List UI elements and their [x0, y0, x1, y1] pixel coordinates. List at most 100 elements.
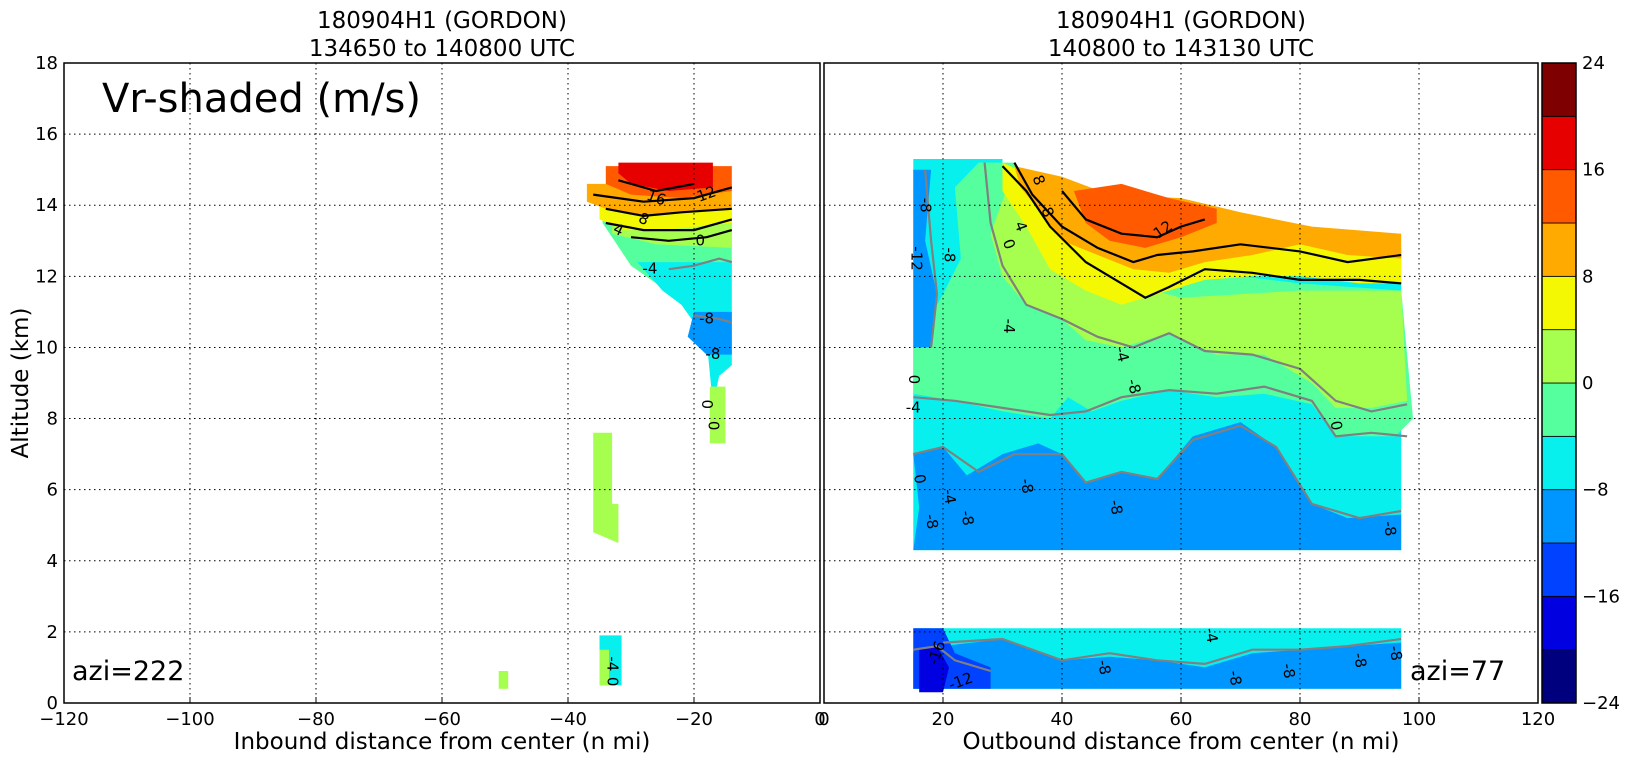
- x-tick-label: 120: [1521, 709, 1555, 730]
- right-contour-4: [1001, 165, 1402, 299]
- left-contour-minus4: [668, 257, 733, 271]
- y-tick-label: 14: [35, 195, 58, 216]
- y-tick-label: 16: [35, 124, 58, 145]
- colorbar-cell: [1541, 649, 1577, 704]
- x-tick-label: −120: [39, 709, 88, 730]
- colorbar-cell: [1541, 62, 1577, 117]
- right-band-12-16: [1073, 183, 1217, 248]
- y-tick-label: 4: [47, 551, 58, 572]
- colorbar-cell: [1541, 542, 1577, 597]
- left-band-minus8-minus4: [637, 262, 732, 405]
- contour-label: -4: [1000, 319, 1018, 334]
- left-contour-8: [605, 207, 732, 218]
- x-tick-label: 100: [1402, 709, 1436, 730]
- contour-label: -4: [1111, 345, 1132, 364]
- contour-label: -8: [1123, 377, 1144, 396]
- contour-label: -8: [699, 310, 714, 328]
- y-tick-label: 12: [35, 266, 58, 287]
- x-tick-label: 20: [932, 709, 955, 730]
- contour-label: -8: [1278, 662, 1298, 680]
- right-contour-lines: [913, 162, 1408, 673]
- right-contour-minus8-upper: [913, 385, 1408, 438]
- contour-label: -4: [1201, 626, 1221, 644]
- left-azimuth-note: azi=222: [72, 656, 184, 687]
- right-band-minus12-minus8-west: [913, 169, 937, 348]
- right-contour-minus4: [983, 162, 1408, 413]
- colorbar-cell: [1541, 595, 1577, 651]
- contour-label: -8: [1350, 651, 1370, 669]
- x-tick-label: 80: [1289, 709, 1312, 730]
- y-tick-label: 10: [35, 337, 58, 358]
- right-contour-minus8-lower: [913, 424, 1402, 520]
- variable-annotation: Vr-shaded (m/s): [102, 76, 421, 122]
- right-contour-minus12: [924, 169, 939, 348]
- left-x-tick-labels: −120 −100 −80 −60 −40 −20 0: [39, 697, 826, 730]
- left-contour-minus8: [693, 314, 733, 324]
- left-title-line1: 180904H1 (GORDON): [317, 8, 567, 34]
- x-tick-label: 0: [818, 709, 829, 730]
- contour-label: -8: [1017, 477, 1037, 495]
- contour-label: -12: [908, 246, 926, 271]
- right-band-0-4: [990, 183, 1408, 408]
- contour-label: -8: [917, 198, 935, 213]
- left-band-minus12-minus8: [687, 311, 732, 355]
- left-contour-lines: [593, 179, 733, 324]
- contour-label: -4: [939, 488, 959, 506]
- left-contour-16: [618, 179, 695, 193]
- colorbar-cell: [1541, 115, 1577, 171]
- contour-label: 16: [644, 186, 668, 209]
- colorbar: 24 16 8 0 −8 −16 −24: [1541, 53, 1620, 714]
- right-x-tick-labels: 0 20 40 60 80 100 120: [818, 697, 1555, 730]
- right-title-line1: 180904H1 (GORDON): [1056, 8, 1306, 34]
- y-axis-label: Altitude (km): [8, 308, 34, 459]
- right-gridlines: [824, 63, 1538, 703]
- y-tick-label: 8: [47, 409, 58, 430]
- colorbar-cell: [1541, 169, 1577, 224]
- contour-label: 0: [704, 421, 722, 431]
- y-tick-label: 0: [47, 693, 58, 714]
- contour-label: -8: [1106, 498, 1126, 516]
- x-tick-label: 0: [814, 709, 825, 730]
- colorbar-cell: [1541, 489, 1577, 544]
- right-x-axis-label: Outbound distance from center (n mi): [963, 729, 1400, 755]
- left-contour-0: [630, 229, 733, 242]
- left-title-line2: 134650 to 140800 UTC: [309, 36, 575, 62]
- left-gridlines: [64, 63, 820, 703]
- colorbar-tick-label: 0: [1582, 373, 1593, 394]
- contour-label: -8: [1380, 520, 1400, 538]
- colorbar-cell: [1541, 329, 1577, 384]
- x-tick-label: −100: [165, 709, 214, 730]
- right-contour-surface-minus8: [942, 637, 1402, 666]
- y-tick-label: 6: [47, 480, 58, 501]
- colorbar-cell: [1541, 222, 1577, 277]
- colorbar-tick-label: 24: [1582, 53, 1605, 74]
- left-contour-4: [605, 218, 733, 232]
- x-tick-label: −80: [297, 709, 335, 730]
- colorbar-tick-label: 16: [1582, 160, 1605, 181]
- colorbar-cell: [1541, 275, 1577, 331]
- contour-label: -8: [1386, 644, 1406, 662]
- right-contour-12: [1061, 190, 1206, 239]
- x-tick-label: 60: [1170, 709, 1193, 730]
- contour-label: 0: [905, 375, 923, 385]
- left-band-0-4-speck: [498, 671, 509, 689]
- contour-label: 0: [604, 677, 622, 687]
- colorbar-tick-label: −24: [1582, 693, 1620, 714]
- contour-label: -4: [906, 398, 921, 416]
- contour-label: -8: [940, 248, 958, 263]
- colorbar-tick-label: −8: [1582, 480, 1609, 501]
- contour-label: -8: [1225, 669, 1245, 687]
- right-azimuth-note: azi=77: [1410, 656, 1505, 687]
- contour-label: 0: [1327, 419, 1346, 432]
- x-tick-label: −60: [423, 709, 461, 730]
- right-surface-minus20-minus16: [919, 646, 949, 693]
- left-contour-12: [593, 186, 733, 203]
- right-title-line2: 140800 to 143130 UTC: [1048, 36, 1314, 62]
- colorbar-frame: [1541, 62, 1577, 704]
- colorbar-cell: [1541, 382, 1577, 437]
- left-y-tick-labels: 0 2 4 6 8 10 12 14 16 18: [35, 53, 58, 714]
- x-tick-label: 40: [1051, 709, 1074, 730]
- left-x-axis-label: Inbound distance from center (n mi): [234, 729, 651, 755]
